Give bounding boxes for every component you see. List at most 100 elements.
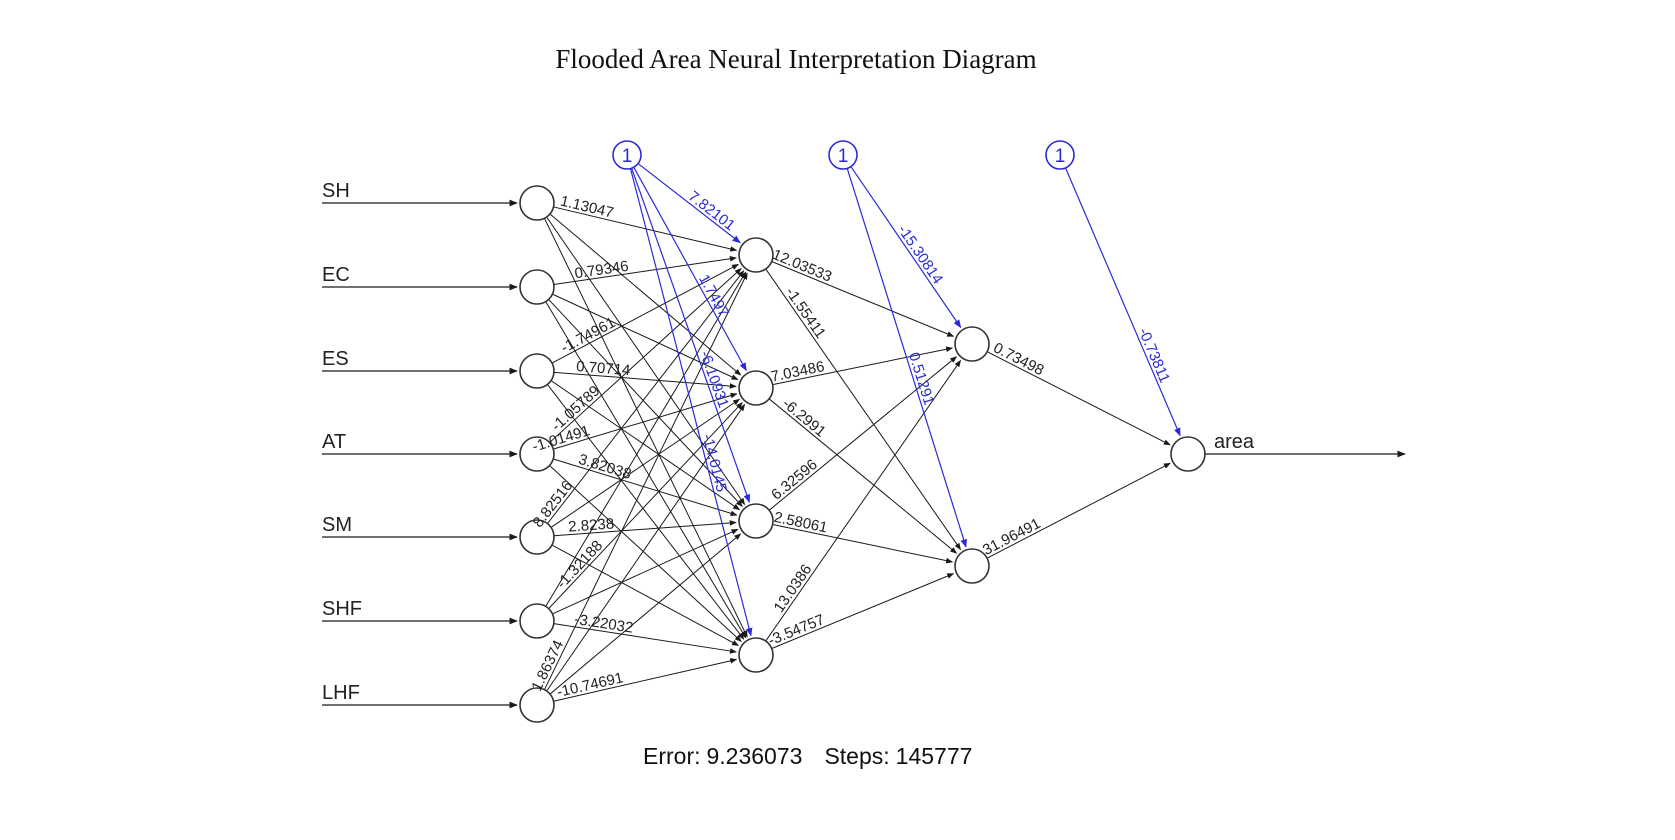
output-node (1170, 436, 1206, 472)
weight-label-bias-h1: 1.7497 (695, 272, 732, 320)
edge-h1-1-h2-0 (772, 346, 954, 386)
weight-label-h1-h2: -1.55411 (782, 284, 829, 341)
bias-node (828, 140, 858, 170)
weight-label-h1-h2: 12.03533 (770, 246, 834, 286)
edge-input-3-h1-2 (553, 458, 738, 516)
edge-input-5-h1-3 (553, 623, 737, 654)
edge-input-6-h1-3 (553, 658, 738, 702)
bias-edge-h1-1 (633, 166, 747, 372)
hidden1-node (738, 503, 774, 539)
weight-label-h1-h2: 6.32596 (768, 456, 821, 504)
edge-h1-0-h2-1 (765, 268, 962, 551)
edge-input-4-h1-2 (553, 520, 737, 537)
error-value: 9.236073 (707, 743, 803, 769)
edge-input-1-h1-3 (545, 301, 747, 639)
connections (543, 206, 1171, 702)
input-node (519, 603, 555, 639)
input-label-shf: SHF (322, 598, 362, 620)
edge-h1-2-h2-1 (772, 523, 954, 564)
weight-label-bias-h2: -15.30814 (894, 222, 946, 287)
weight-label-input-h1: 0.79346 (574, 258, 630, 283)
weight-label-input-h1: -1.32188 (553, 537, 606, 592)
bias-node-label: 1 (622, 146, 633, 167)
edge-input-0-h1-0 (553, 206, 738, 252)
weight-label-input-h1: -3.22032 (573, 611, 634, 637)
error-label: Error: (643, 743, 701, 769)
footer-text: Error: 9.236073 Steps: 145777 (643, 743, 972, 769)
bias-node-label: 1 (1055, 146, 1066, 167)
steps-value: 145777 (896, 743, 973, 769)
weight-label-h2-output: 31.96491 (980, 515, 1043, 559)
edge-h1-2-h2-0 (768, 356, 958, 511)
weight-label-h1-h2: -6.2991 (779, 395, 829, 440)
weight-label-h2-output: 0.73498 (991, 339, 1047, 379)
bias-edge-h1-2 (631, 168, 751, 503)
edge-input-0-h1-3 (543, 218, 748, 638)
edge-input-1-h1-0 (553, 256, 737, 286)
edge-input-2-h1-1 (553, 371, 737, 389)
weight-label-bias-output: -0.73811 (1135, 325, 1174, 385)
edge-h1-3-h2-0 (765, 359, 962, 642)
input-node (519, 185, 555, 221)
weight-label-bias-h1: 7.82101 (685, 188, 738, 235)
edge-input-1-h1-1 (552, 293, 739, 381)
hidden1-node (738, 370, 774, 406)
weight-label-input-h1: 1.13047 (559, 193, 616, 222)
bias-connections (629, 163, 1181, 637)
input-label-sh: SH (322, 180, 350, 202)
bias-node (612, 140, 642, 170)
weight-label-input-h1: 0.70714 (576, 358, 631, 379)
edge-input-6-h1-1 (546, 403, 746, 692)
weight-label-h1-h2: 13.0386 (771, 561, 816, 615)
edge-input-3-h1-1 (553, 392, 738, 450)
weight-labels: 1.130470.79346-1.749610.70714-1.057893.8… (528, 188, 1173, 701)
input-label-lhf: LHF (322, 682, 360, 704)
weight-label-input-h1: 2.8238 (568, 515, 615, 535)
edge-input-4-h1-0 (547, 270, 745, 524)
edge-h1-3-h2-1 (771, 573, 955, 649)
edge-input-3-h1-0 (549, 267, 742, 443)
input-node (519, 519, 555, 555)
edge-input-2-h1-3 (546, 384, 745, 640)
output-label: area (1214, 431, 1255, 453)
edge-input-2-h1-2 (550, 380, 741, 511)
bias-edge-h2-0 (850, 166, 962, 329)
bias-edge-h1-3 (629, 168, 753, 637)
diagram-title: Flooded Area Neural Interpretation Diagr… (555, 44, 1036, 74)
weight-label-h1-h2: 2.58061 (772, 509, 829, 537)
weight-label-h1-h2: -3.54757 (766, 611, 827, 649)
input-label-at: AT (322, 431, 346, 453)
bias-node (1045, 140, 1075, 170)
bias-edge-h2-1 (846, 168, 967, 548)
edge-h1-0-h2-0 (771, 261, 955, 337)
edge-h2-0-output (986, 351, 1171, 446)
hidden2-node (954, 548, 990, 584)
edge-input-3-h1-3 (549, 465, 742, 642)
input-output-lines (322, 199, 1406, 709)
input-label-es: ES (322, 348, 349, 370)
edge-input-5-h1-2 (552, 528, 739, 615)
edge-input-4-h1-1 (550, 398, 741, 528)
hidden1-node (738, 237, 774, 273)
edge-input-5-h1-0 (545, 271, 747, 607)
edge-input-6-h1-0 (543, 272, 748, 690)
weight-label-bias-h2: 0.51291 (905, 350, 937, 407)
edge-input-5-h1-1 (548, 402, 743, 609)
edge-input-0-h1-2 (546, 216, 746, 506)
weight-label-input-h1: -1.74961 (558, 314, 618, 357)
bias-edge-output (1064, 167, 1181, 437)
edge-input-0-h1-1 (549, 213, 742, 376)
weight-label-bias-h1: -6.10931 (696, 349, 732, 411)
node-labels: SH EC ES AT SM SHF LHF area 1 1 1 (322, 146, 1255, 704)
neurons (519, 140, 1206, 723)
weight-label-input-h1: -10.74691 (555, 669, 625, 701)
hidden1-node (738, 637, 774, 673)
edge-input-4-h1-3 (551, 544, 740, 646)
input-label-ec: EC (322, 264, 350, 286)
input-node (519, 353, 555, 389)
edge-h2-1-output (986, 462, 1171, 559)
hidden2-node (954, 326, 990, 362)
edge-input-6-h1-2 (549, 533, 742, 695)
weight-label-input-h1: 3.82038 (576, 451, 633, 483)
